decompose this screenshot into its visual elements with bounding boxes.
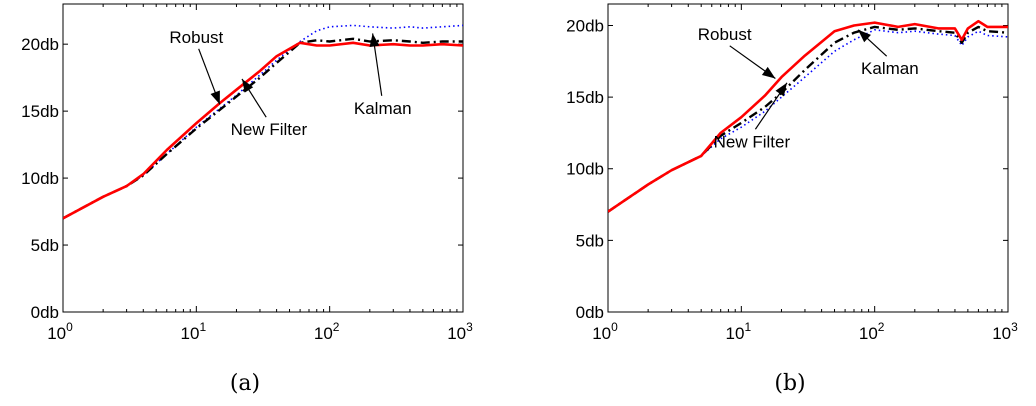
y-tick-label: 10db: [566, 160, 604, 179]
annotation-label: Kalman: [861, 59, 919, 78]
y-tick-label: 15db: [566, 88, 604, 107]
y-tick-label: 5db: [576, 231, 604, 250]
annotation-label: Robust: [169, 28, 223, 47]
annotation-label: New Filter: [714, 132, 791, 151]
annotation-arrowhead: [210, 90, 220, 105]
annotation-label: New Filter: [231, 120, 308, 139]
annotation-arrowhead: [858, 29, 871, 43]
x-tick-label: 102: [314, 320, 340, 343]
annotation-arrowhead: [761, 66, 776, 79]
x-tick-label: 100: [592, 320, 618, 343]
y-tick-label: 0db: [576, 303, 604, 322]
y-tick-label: 0db: [31, 303, 59, 322]
y-tick-label: 20db: [566, 16, 604, 35]
annotation-label: Robust: [698, 25, 752, 44]
y-tick-label: 5db: [31, 236, 59, 255]
plot-area: [62, 3, 464, 313]
series-line-kalman: [608, 28, 1008, 213]
x-tick-label: 102: [859, 320, 885, 343]
x-tick-label: 101: [726, 320, 752, 343]
chart-panel-b: 0db 5db 10db 15db 20db 100 101 102 103 Robust New …: [566, 3, 1018, 396]
annotation-arrowhead: [775, 82, 787, 97]
annotation-arrowhead: [241, 78, 254, 93]
panel-caption: (a): [230, 371, 260, 396]
annotation-arrowhead: [369, 33, 380, 48]
chart-panel-a: 0db 5db 10db 15db 20db 100 101 102 103 Robust New …: [21, 3, 473, 396]
annotation-label: Kalman: [354, 99, 412, 118]
y-tick-label: 15db: [21, 102, 59, 121]
y-tick-label: 20db: [21, 35, 59, 54]
x-tick-label: 101: [181, 320, 207, 343]
plot-area: [607, 3, 1009, 313]
panel-caption: (b): [774, 371, 805, 396]
x-tick-label: 100: [47, 320, 73, 343]
series-line-robust: [608, 19, 1008, 213]
x-tick-label: 103: [447, 320, 473, 343]
x-tick-label: 103: [992, 320, 1018, 343]
y-tick-label: 10db: [21, 169, 59, 188]
series-line-robust: [63, 41, 463, 220]
